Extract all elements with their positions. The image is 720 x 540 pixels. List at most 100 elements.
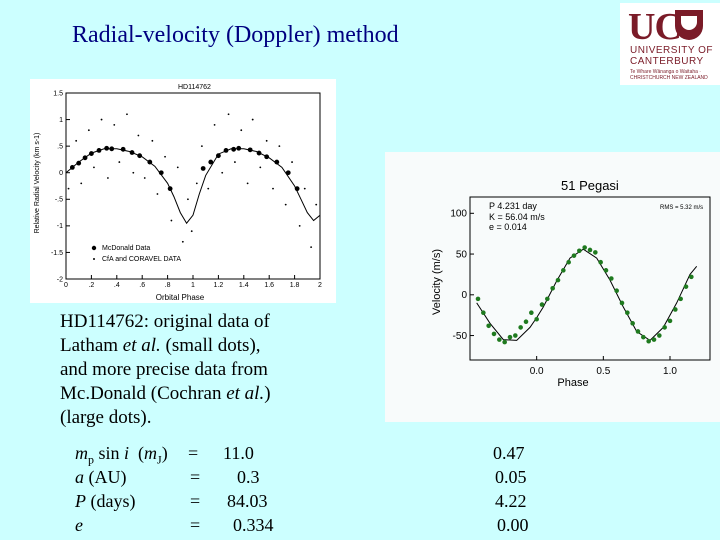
data-point [609,276,614,281]
x-tick-label: 2 [318,282,322,289]
data-point [265,139,268,142]
data-point [158,170,164,176]
data-point [630,321,635,326]
university-logo: UC UNIVERSITY OF CANTERBURY Te Whare Wān… [620,3,720,85]
data-point [646,338,651,344]
data-point [236,145,242,151]
data-point [137,134,140,137]
annotation-period: P 4.231 day [489,201,537,211]
51-pegasi-svg: 51 Pegasi Phase Velocity (m/s) P 4.231 d… [431,178,711,389]
param-label: a (AU) [75,467,127,487]
data-point [89,151,94,156]
data-point [507,334,513,340]
data-point [207,187,210,190]
hd114762-chart: HD114762 Orbital Phase Relative Radial V… [30,79,336,303]
data-point [284,203,287,206]
data-point [234,161,236,163]
x-tick-label: 0 [64,282,68,289]
x-tick-label: .8 [165,282,171,289]
data-point [221,171,224,174]
data-point [481,310,486,316]
data-point [475,296,481,302]
data-point [641,334,646,340]
data-point [582,245,587,250]
data-point [625,310,630,316]
data-point [167,186,173,192]
data-point [190,230,193,233]
param-value-hd114762: 11.0 [223,443,254,463]
data-point [137,153,143,159]
param-value-hd114762: 84.03 [227,491,268,511]
page-title: Radial-velocity (Doppler) method [72,22,399,48]
y-tick-label: 1 [59,117,63,124]
x-tick-label: .4 [114,282,120,289]
param-value-51peg: 0.05 [495,467,527,487]
data-point [285,170,291,176]
y-tick-label: -50 [453,331,468,342]
data-point [129,150,135,155]
data-point [132,171,135,174]
data-point [223,147,229,153]
x-tick-label: 0.0 [530,366,544,377]
data-point [147,159,153,165]
data-point [170,219,173,222]
y-tick-label: 0 [461,290,467,301]
data-point [208,159,214,165]
data-point [274,159,280,165]
caption-line: and more precise data from [60,359,268,380]
y-tick-label: .5 [57,143,63,150]
annotation-eccentricity: e = 0.014 [489,222,527,232]
data-point [251,118,254,121]
data-point [619,300,625,306]
logo-line1: UNIVERSITY OF [630,45,713,56]
logo-line2: CANTERBURY [630,56,704,67]
crest-icon [675,10,703,40]
data-point [247,147,253,153]
data-point [291,161,293,163]
data-point [187,198,189,201]
data-point [667,318,673,324]
data-point [523,319,529,324]
data-point [298,224,301,227]
data-point [303,187,306,190]
x-axis-label: Orbital Phase [156,293,205,302]
data-point [76,160,82,166]
y-tick-label: 0 [59,170,63,177]
data-point [614,288,619,294]
caption-line: Mc.Donald (Cochran et al.) [60,383,271,404]
fit-curve [65,148,321,225]
hd114762-svg: HD114762 Orbital Phase Relative Radial V… [34,84,322,302]
data-point [534,316,539,322]
logo-letters: UC [628,6,682,48]
data-point [272,187,274,190]
data-point [518,325,523,330]
data-point [151,139,154,142]
logo-line3: Te Whare Wānanga o Waitaha · CHRISTCHURC… [630,69,708,81]
data-point [593,250,598,255]
legend-marker-cfa [93,258,95,260]
data-point [231,146,237,152]
data-point [227,113,230,116]
data-point [216,153,221,159]
x-tick-label: 1 [191,282,195,289]
data-point [259,166,262,169]
data-point [80,182,83,185]
param-label: P (days) [75,491,136,511]
data-point [571,253,577,258]
data-point [545,296,550,302]
data-point [497,337,502,342]
y-tick-label: 50 [456,249,468,260]
chart-title: HD114762 [178,84,211,91]
data-point [651,337,657,342]
x-tick-label: 0.5 [596,366,610,377]
data-point [93,166,95,169]
data-point [278,145,281,148]
y-axis-label: Relative Radial Velocity (km s-1) [34,133,41,234]
data-point [213,123,216,126]
data-point [240,129,243,132]
data-point [200,166,206,171]
param-value-51peg: 0.47 [493,443,525,463]
data-point [118,161,121,163]
data-point [673,307,678,312]
data-point [107,177,109,179]
